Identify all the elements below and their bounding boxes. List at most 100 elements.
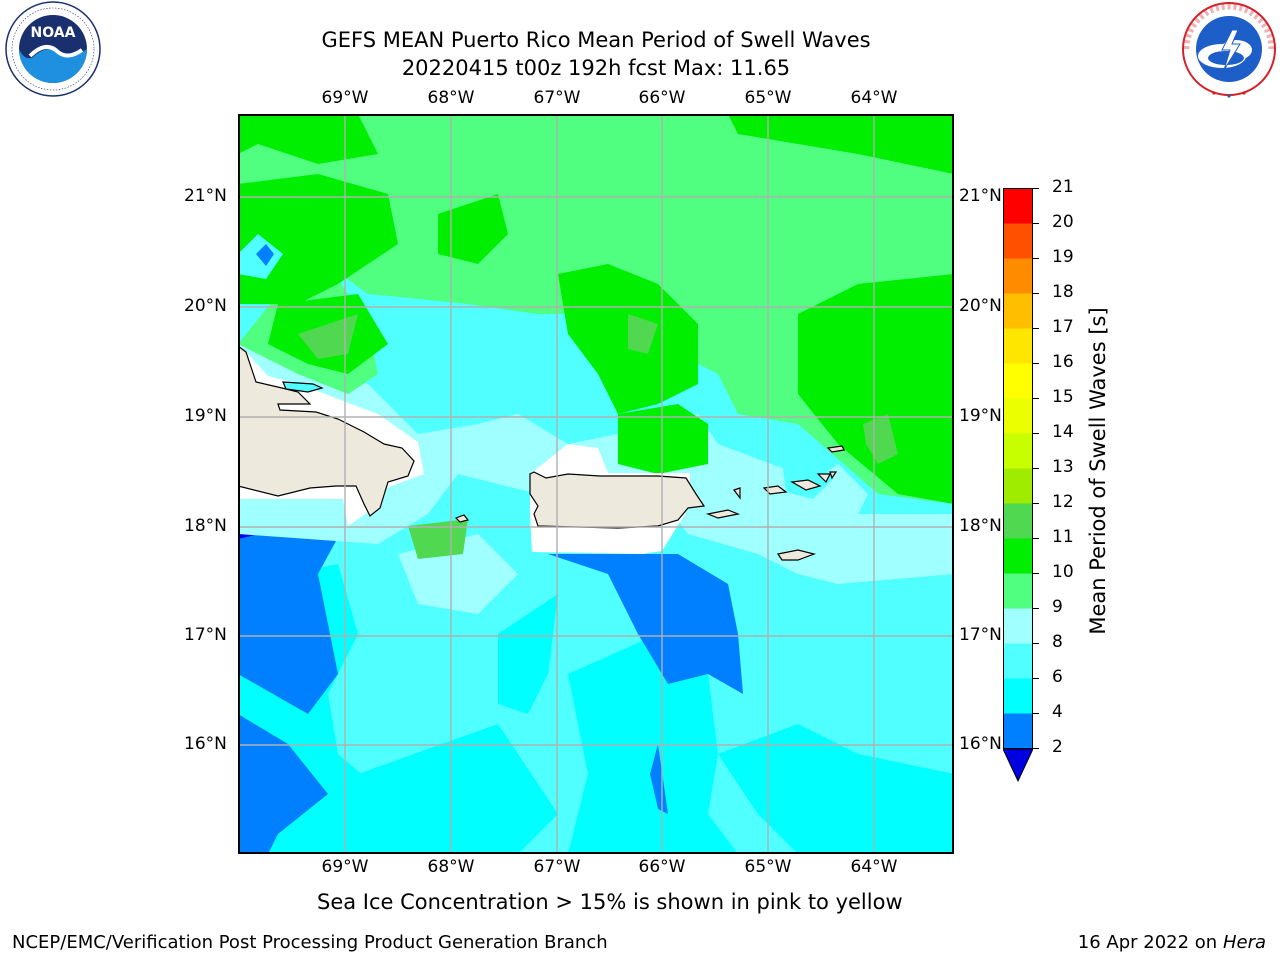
colorbar-label: 21 xyxy=(1052,177,1074,197)
colorbar-band xyxy=(1003,328,1033,364)
colorbar-tick xyxy=(1033,187,1039,189)
lat-label: 21°N xyxy=(959,186,1002,206)
lat-label: 17°N xyxy=(184,625,227,645)
colorbar-title: Mean Period of Swell Waves [s] xyxy=(1086,307,1110,635)
colorbar-tick xyxy=(1033,222,1039,224)
lat-label: 18°N xyxy=(184,516,227,536)
colorbar-band xyxy=(1003,398,1033,434)
lon-label: 68°W xyxy=(427,88,475,108)
lat-label: 20°N xyxy=(184,296,227,316)
colorbar-label: 2 xyxy=(1052,737,1063,757)
lat-label: 19°N xyxy=(184,406,227,426)
lon-label: 66°W xyxy=(638,88,686,108)
lon-label: 69°W xyxy=(321,857,369,877)
lon-label: 65°W xyxy=(744,857,792,877)
lat-label: 20°N xyxy=(959,296,1002,316)
lon-label: 67°W xyxy=(533,857,581,877)
contour-10-11 xyxy=(728,114,954,174)
colorbar-band xyxy=(1003,293,1033,329)
tortola-island xyxy=(790,479,822,491)
colorbar-label: 20 xyxy=(1052,212,1074,232)
colorbar-tick xyxy=(1033,572,1039,574)
lon-label: 69°W xyxy=(321,88,369,108)
colorbar-band xyxy=(1003,468,1033,504)
contour-6-8 xyxy=(783,459,833,499)
contour-10-11 xyxy=(618,404,708,474)
colorbar-tick xyxy=(1033,467,1039,469)
colorbar-label: 14 xyxy=(1052,422,1074,442)
colorbar-tick xyxy=(1033,537,1039,539)
contour-2-4 xyxy=(238,714,328,854)
noaa-logo: NOAA xyxy=(5,1,101,97)
colorbar-label: 17 xyxy=(1052,317,1074,337)
colorbar-band xyxy=(1003,503,1033,539)
contour-11-12 xyxy=(408,519,468,559)
map-frame xyxy=(238,114,954,854)
colorbar-tick xyxy=(1033,327,1039,329)
colorbar-label: 12 xyxy=(1052,492,1074,512)
contour-10-11 xyxy=(238,114,378,164)
colorbar-band xyxy=(1003,363,1033,399)
contour-10-11 xyxy=(798,274,954,504)
svg-text:NOAA: NOAA xyxy=(31,25,76,41)
lon-label: 67°W xyxy=(533,88,581,108)
lat-label: 18°N xyxy=(959,516,1002,536)
colorbar-label: 8 xyxy=(1052,632,1063,652)
culebra-island xyxy=(733,487,741,500)
contour-4-6 xyxy=(498,594,558,714)
colorbar-band xyxy=(1003,258,1033,294)
virgin-gorda-island xyxy=(816,473,831,484)
contour-11-12 xyxy=(863,414,898,464)
contour-2-4 xyxy=(238,519,348,714)
st-croix-island xyxy=(777,549,817,561)
colorbar-tick xyxy=(1033,747,1039,749)
colorbar-tick xyxy=(1033,712,1039,714)
lat-label: 16°N xyxy=(184,734,227,754)
contour-10-11 xyxy=(238,174,398,304)
footer-date: 16 Apr 2022 on Hera xyxy=(1078,932,1266,953)
colorbar-tick xyxy=(1033,257,1039,259)
contour-10-11 xyxy=(438,194,508,264)
contour-2-4 xyxy=(548,554,743,694)
lon-label: 68°W xyxy=(427,857,475,877)
map-panel xyxy=(238,114,954,854)
contour-2-4 xyxy=(650,744,668,814)
contour-11-12 xyxy=(298,314,358,359)
colorbar-band xyxy=(1003,643,1033,679)
gonave-inlet xyxy=(282,381,324,393)
colorbar-band xyxy=(1003,608,1033,644)
colorbar-label: 4 xyxy=(1052,702,1063,722)
sea-ice-note: Sea Ice Concentration > 15% is shown in … xyxy=(317,890,903,914)
colorbar-band xyxy=(1003,538,1033,574)
colorbar-band xyxy=(1003,573,1033,609)
nws-logo xyxy=(1182,2,1276,98)
sombrero-island xyxy=(829,471,838,480)
puerto-rico-land xyxy=(529,471,706,529)
colorbar xyxy=(1003,188,1033,783)
colorbar-extend-triangle xyxy=(1003,748,1033,783)
colorbar-label: 19 xyxy=(1052,247,1074,267)
footer-date-text: 16 Apr 2022 on xyxy=(1077,932,1223,953)
footer-machine: Hera xyxy=(1222,932,1266,953)
coastlines xyxy=(238,345,845,561)
lon-label: 65°W xyxy=(744,88,792,108)
footer-branch: NCEP/EMC/Verification Post Processing Pr… xyxy=(12,932,608,953)
colorbar-tick xyxy=(1033,292,1039,294)
colorbar-label: 16 xyxy=(1052,352,1074,372)
colorbar-label: 15 xyxy=(1052,387,1074,407)
mona-island xyxy=(454,514,470,523)
lat-label: 17°N xyxy=(959,625,1002,645)
colorbar-label: 9 xyxy=(1052,597,1063,617)
colorbar-label: 18 xyxy=(1052,282,1074,302)
colorbar-tick xyxy=(1033,397,1039,399)
colorbar-tick xyxy=(1033,502,1039,504)
colorbar-band xyxy=(1003,713,1033,749)
colorbar-band xyxy=(1003,223,1033,259)
lat-label: 16°N xyxy=(959,734,1002,754)
contour-2-4 xyxy=(256,244,274,266)
contour-11-12 xyxy=(628,314,658,354)
colorbar-frame xyxy=(1003,188,1033,749)
contour-4-6 xyxy=(358,724,558,854)
swell-period-field xyxy=(238,114,954,854)
hispaniola-land xyxy=(238,345,415,517)
